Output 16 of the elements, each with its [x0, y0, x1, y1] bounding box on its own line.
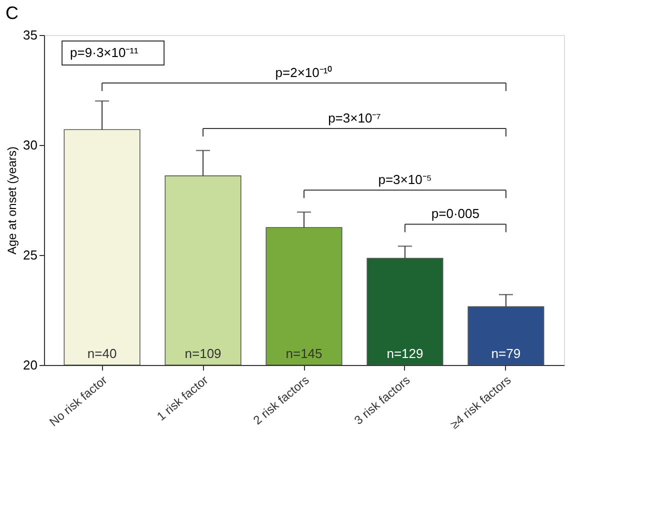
annotation: n=79	[491, 346, 521, 361]
annotation: p=0·005	[431, 206, 480, 222]
annotation: n=129	[386, 346, 424, 361]
annotation: p=9·3×10⁻¹¹	[70, 45, 140, 60]
y-tick-label: 30	[23, 138, 38, 152]
y-axis-title: Age at onset (years)	[5, 146, 20, 255]
annotation: n=145	[286, 346, 322, 361]
annotation: n=109	[184, 346, 222, 361]
chart-title: C	[6, 3, 19, 23]
y-tick-label: 20	[23, 358, 38, 372]
annotation: p=3×10⁻⁷	[328, 110, 382, 126]
annotation: n=40	[87, 346, 117, 361]
y-tick-label: 25	[23, 248, 38, 262]
annotation: p=2×10⁻¹⁰	[275, 65, 333, 80]
y-tick-label: 35	[23, 28, 38, 42]
annotation: p=3×10⁻⁵	[378, 172, 432, 188]
